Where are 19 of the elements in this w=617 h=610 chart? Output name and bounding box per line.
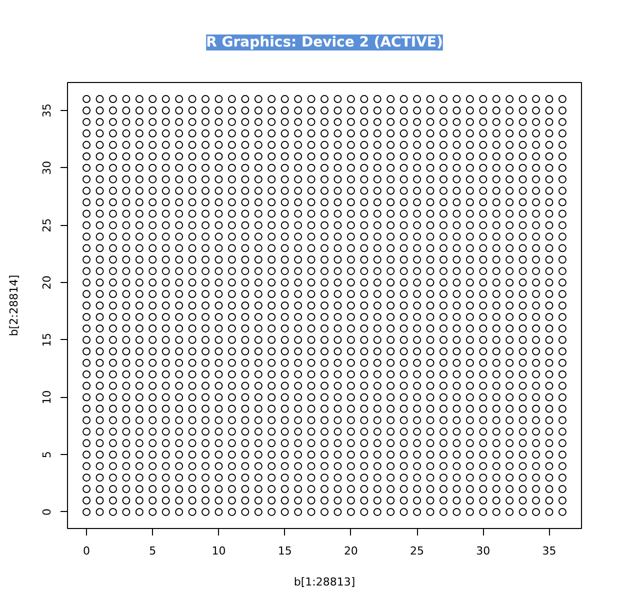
x-tick-label: 25 xyxy=(410,544,424,558)
y-tick-label: 20 xyxy=(40,276,54,290)
x-tick-label: 35 xyxy=(542,544,556,558)
y-tick-label: 25 xyxy=(40,218,54,232)
x-tick-label: 5 xyxy=(149,544,156,558)
y-tick-label: 10 xyxy=(40,390,54,404)
x-tick-label: 15 xyxy=(278,544,292,558)
x-tick-label: 30 xyxy=(476,544,490,558)
x-tick-label: 20 xyxy=(344,544,358,558)
x-axis-title: b[1:28813] xyxy=(294,576,356,588)
y-tick-label: 5 xyxy=(40,451,54,458)
x-tick-label: 0 xyxy=(83,544,90,558)
chart-title: R Graphics: Device 2 (ACTIVE) xyxy=(206,34,443,50)
y-tick-label: 0 xyxy=(40,508,54,516)
y-tick-label: 30 xyxy=(40,160,54,175)
y-tick-label: 35 xyxy=(40,103,54,118)
y-axis-title: b[2:28814] xyxy=(8,274,20,336)
x-tick-label: 10 xyxy=(212,544,226,558)
y-tick-label: 15 xyxy=(40,332,54,347)
